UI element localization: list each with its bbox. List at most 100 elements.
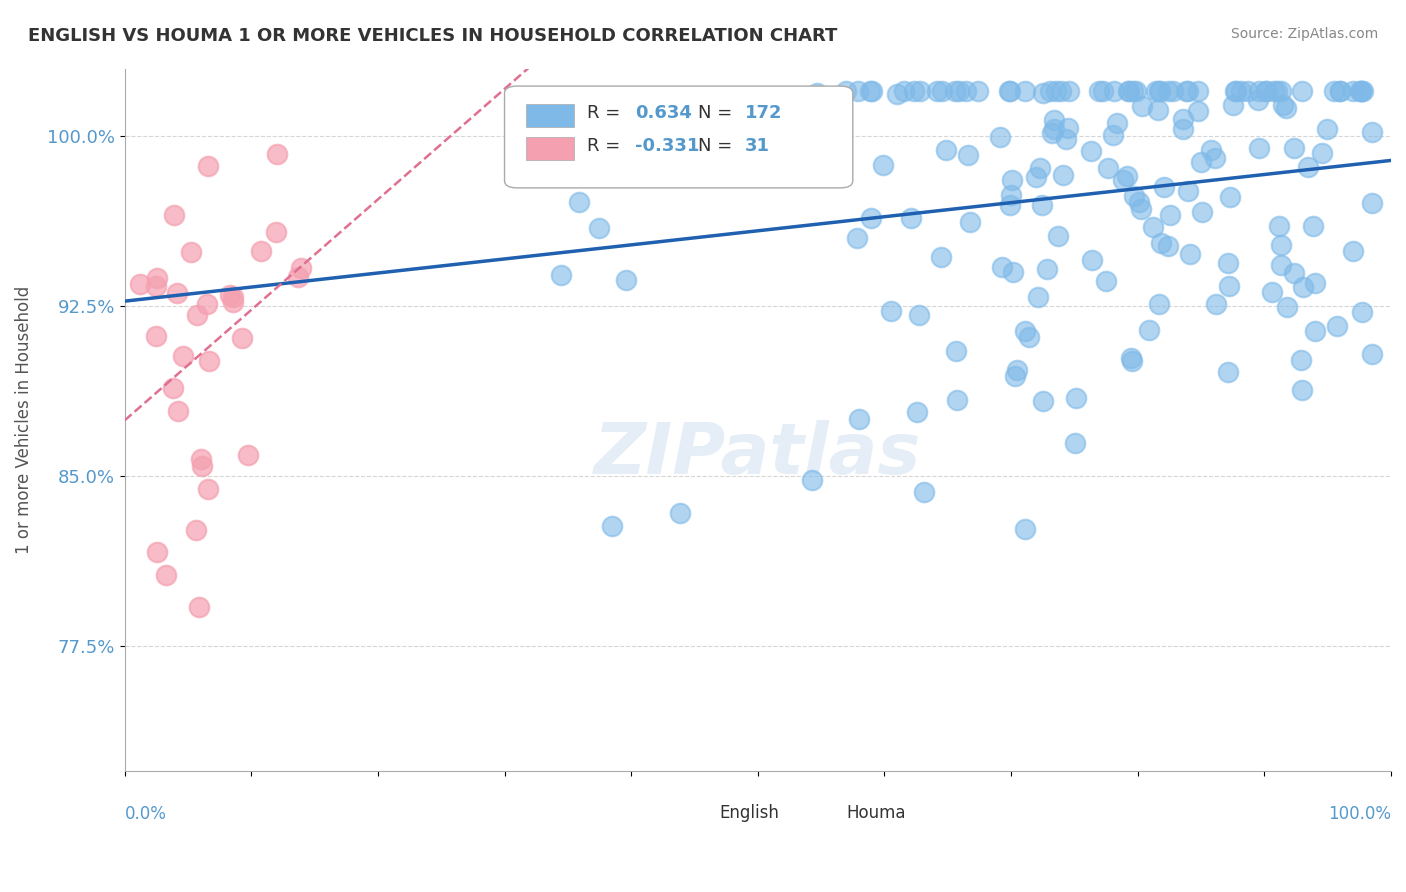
Point [1043,121,1066,136]
Point [931,250,953,264]
Point [806,86,828,100]
Point [1159,209,1181,223]
Point [1102,84,1125,98]
Point [1028,290,1050,304]
Point [1303,325,1326,339]
Point [172,349,194,363]
Point [900,211,922,225]
Point [184,523,207,537]
Point [1080,145,1102,159]
Point [1153,179,1175,194]
Point [588,220,610,235]
Point [1265,84,1288,98]
Point [955,84,977,98]
Point [925,84,948,98]
Point [1216,256,1239,270]
Point [1199,143,1222,157]
Point [991,260,1014,274]
Point [180,245,202,260]
Point [162,208,184,222]
Point [1270,238,1292,252]
Point [1343,84,1365,98]
Point [948,84,970,98]
Point [859,84,882,98]
Point [744,145,766,160]
Point [1112,173,1135,187]
Point [1272,98,1295,112]
Point [1216,365,1239,379]
Point [1032,393,1054,408]
Point [1247,93,1270,107]
Point [931,84,953,98]
Point [1171,122,1194,136]
Point [935,143,957,157]
Point [1302,219,1324,233]
Point [1316,122,1339,136]
Point [129,277,152,291]
Point [1191,205,1213,219]
Point [998,84,1021,98]
Point [198,353,221,368]
Point [264,226,287,240]
Point [1187,84,1209,98]
Point [1361,346,1384,360]
Point [197,159,219,173]
Point [1230,84,1253,98]
Point [1353,84,1375,98]
Text: -0.331: -0.331 [636,136,699,155]
Point [1116,84,1139,98]
Point [1237,84,1260,98]
Text: 0.0%: 0.0% [125,805,166,823]
Text: N =: N = [699,136,738,155]
Point [166,285,188,300]
Point [1157,84,1180,98]
Point [1137,323,1160,337]
Point [908,308,931,322]
Point [1046,229,1069,244]
Point [959,214,981,228]
Point [1095,274,1118,288]
Point [872,158,894,172]
Point [640,161,662,176]
Point [1204,151,1226,165]
Point [1249,141,1271,155]
Text: 0.634: 0.634 [636,103,692,122]
Point [1018,330,1040,344]
Point [800,473,823,487]
Point [146,544,169,558]
Point [191,458,214,473]
Point [1147,103,1170,117]
Point [1298,160,1320,174]
Point [550,268,572,282]
FancyBboxPatch shape [505,86,853,188]
Point [835,84,858,98]
Point [1040,127,1063,141]
Point [1171,112,1194,126]
Point [1025,169,1047,184]
Point [1014,523,1036,537]
Point [1329,84,1351,98]
Text: ZIPatlas: ZIPatlas [595,420,921,489]
Point [912,484,935,499]
Point [1144,84,1167,98]
Point [1000,187,1022,202]
Point [1050,84,1073,98]
Point [1291,383,1313,397]
Point [1043,113,1066,128]
Point [1261,285,1284,299]
Point [1002,265,1025,279]
Point [957,148,980,162]
Point [1219,190,1241,204]
Point [1121,351,1143,365]
Point [266,147,288,161]
Text: English: English [720,804,780,822]
Point [1163,84,1185,98]
Point [1054,132,1077,146]
Point [1130,202,1153,216]
Point [1222,98,1244,112]
Point [1247,84,1270,98]
Point [1270,258,1292,272]
Point [1270,84,1292,98]
Point [1350,84,1372,98]
Bar [675,803,711,823]
